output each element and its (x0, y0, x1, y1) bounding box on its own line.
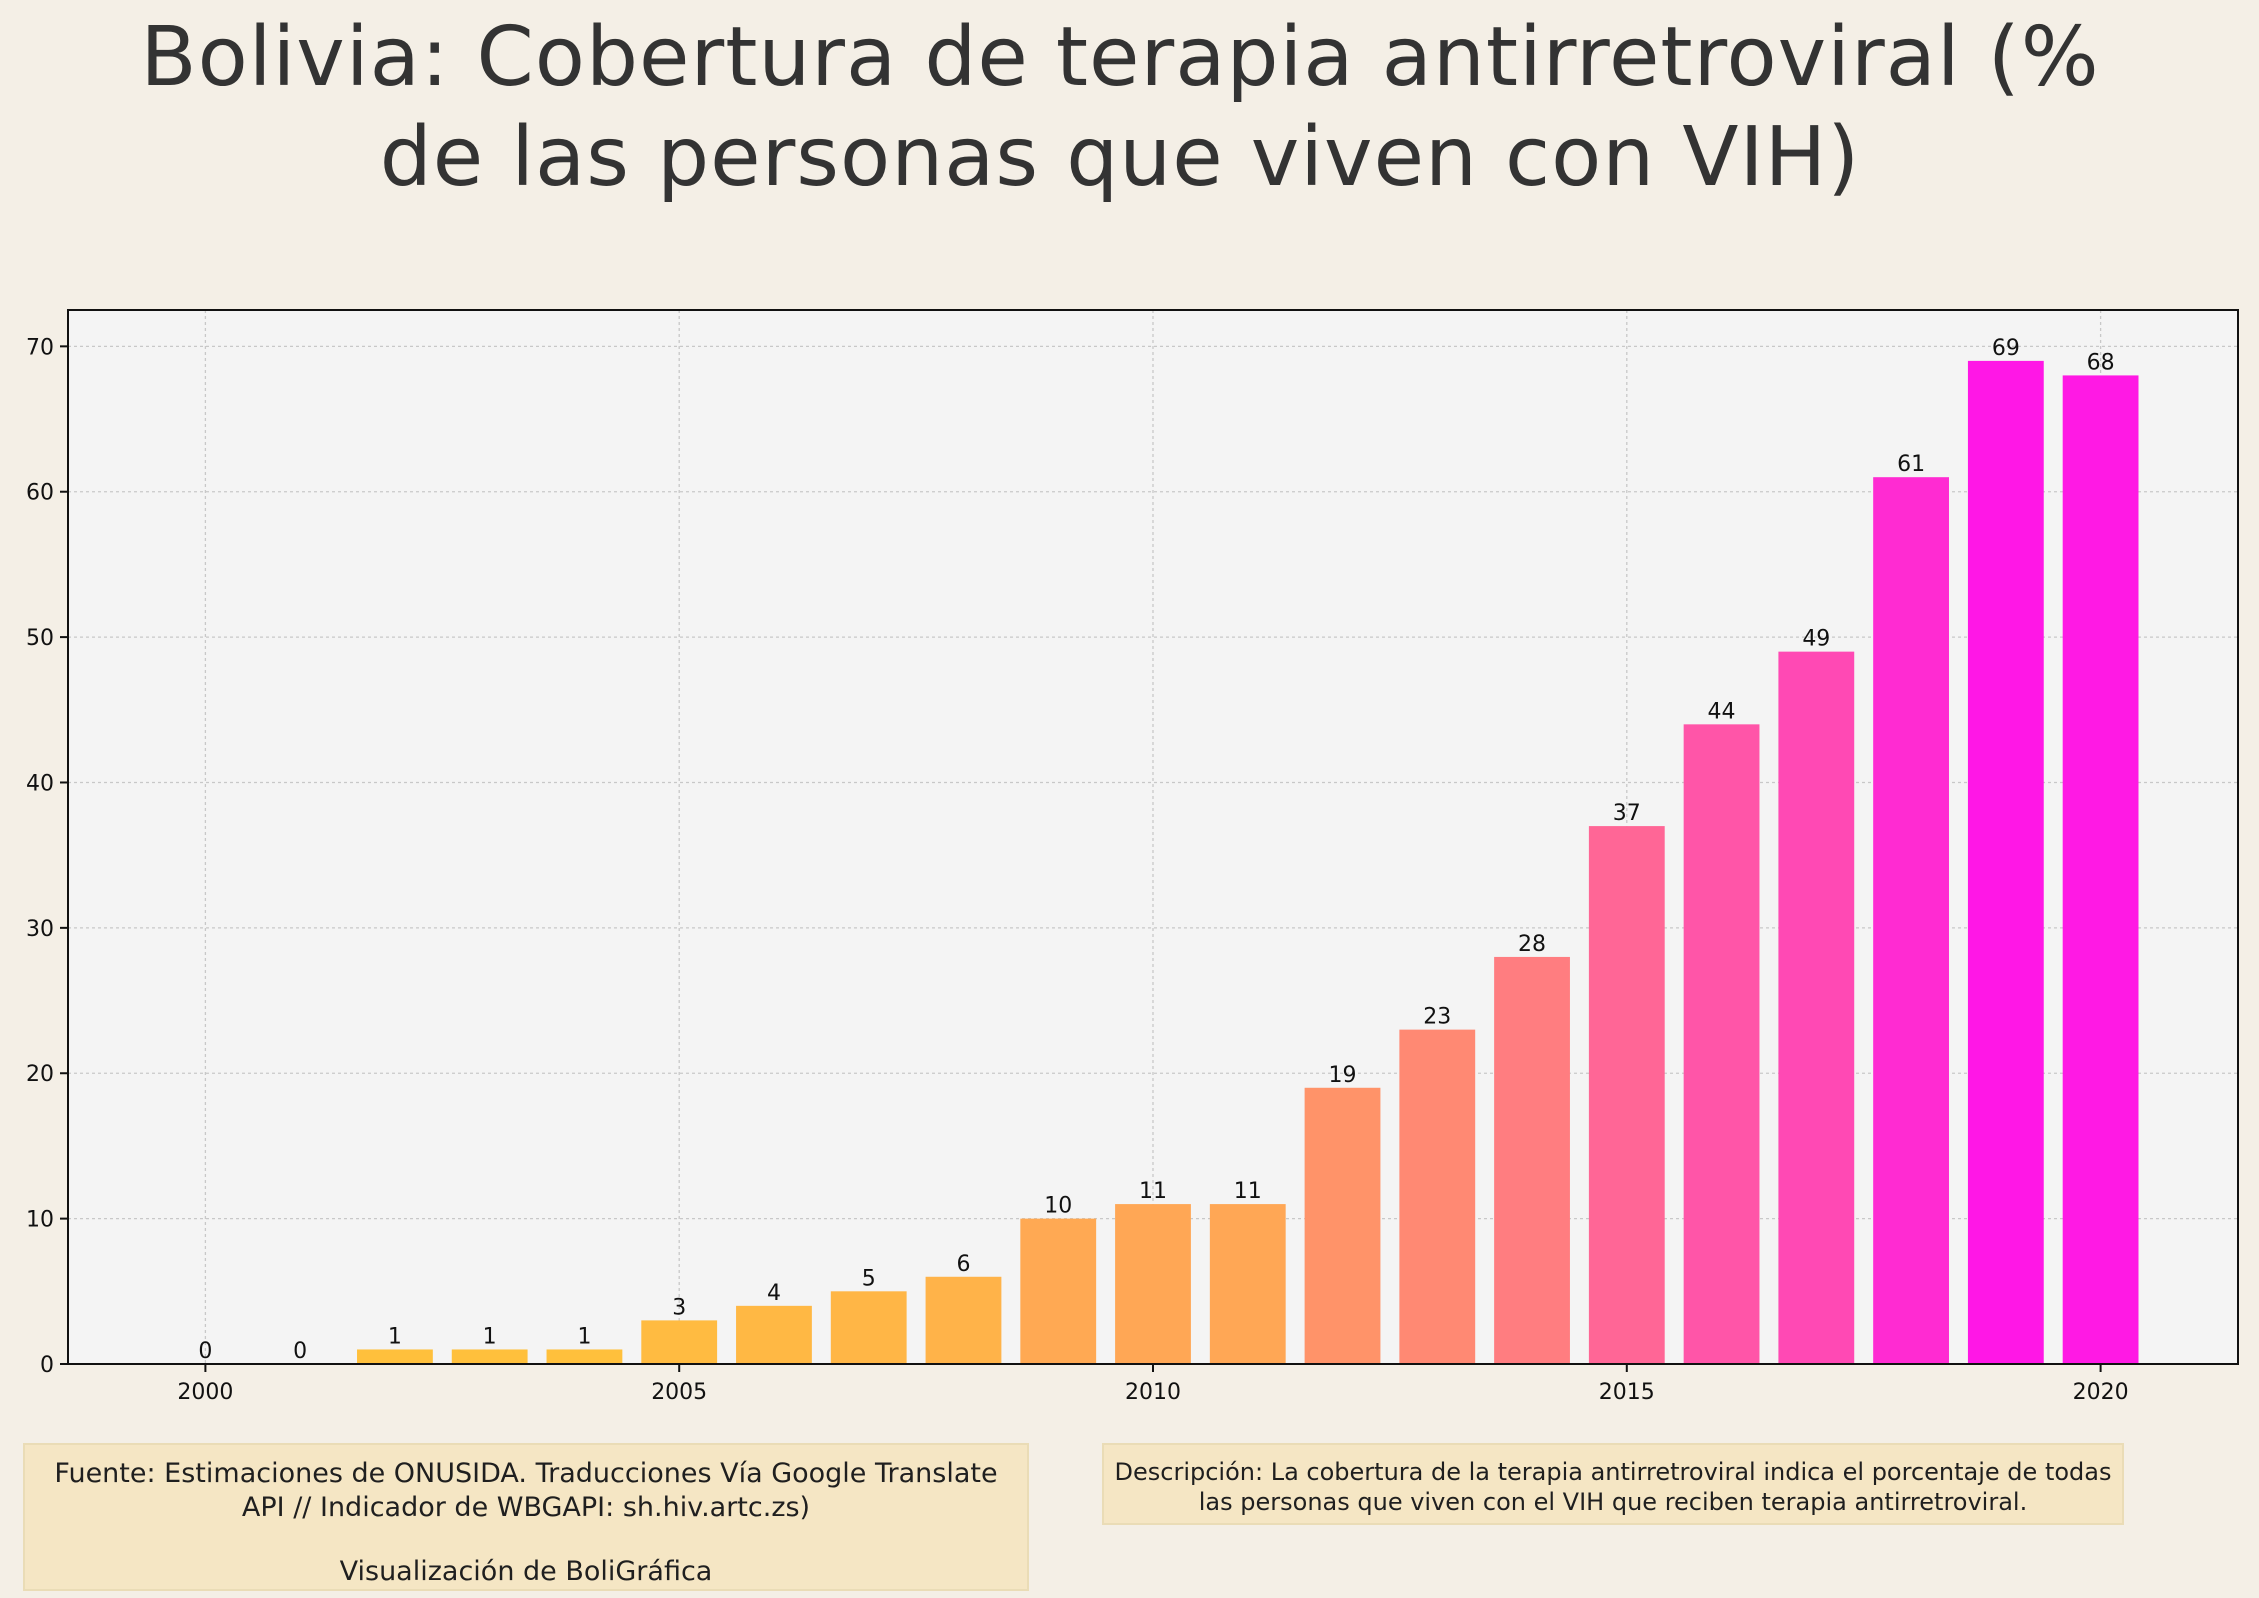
x-tick-label: 2000 (177, 1380, 233, 1405)
source-note: Fuente: Estimaciones de ONUSIDA. Traducc… (23, 1443, 1029, 1591)
bar (451, 1349, 528, 1364)
bar-value-label: 37 (1613, 801, 1641, 826)
x-axis-ticks: 2000 2005 2010 2015 2020 (177, 1364, 2129, 1405)
bar (1020, 1218, 1097, 1364)
bar (1115, 1204, 1191, 1364)
bar (736, 1305, 812, 1364)
bar-value-label: 5 (862, 1266, 876, 1291)
x-tick-label: 2015 (1599, 1380, 1655, 1405)
bar (2062, 375, 2139, 1365)
bar (1873, 477, 1949, 1364)
bar-value-label: 10 (1044, 1194, 1072, 1219)
bar-value-label: 28 (1518, 932, 1546, 957)
bar-value-label: 0 (198, 1339, 212, 1364)
chart-title-line-2: de las personas que viven con VIH) (379, 110, 1861, 205)
y-tick-label: 40 (26, 771, 54, 796)
bar-value-label: 1 (577, 1324, 591, 1349)
source-line-1: Fuente: Estimaciones de ONUSIDA. Traducc… (54, 1458, 998, 1489)
bar (1683, 724, 1760, 1364)
bar (546, 1349, 623, 1364)
y-tick-label: 20 (26, 1062, 54, 1087)
y-tick-label: 60 (26, 481, 54, 506)
bar (925, 1276, 1002, 1364)
description-line-1: Descripción: La cobertura de la terapia … (1114, 1458, 2112, 1486)
source-line-2: API // Indicador de WBGAPI: sh.hiv.artc.… (241, 1492, 811, 1523)
chart-title: Bolivia: Cobertura de terapia antirretro… (100, 8, 2140, 208)
x-tick-label: 2005 (651, 1380, 707, 1405)
chart-title-line-1: Bolivia: Cobertura de terapia antirretro… (140, 10, 2100, 105)
bar (641, 1320, 718, 1364)
y-tick-label: 50 (26, 626, 54, 651)
bar-value-label: 61 (1897, 452, 1925, 477)
bar (1494, 956, 1570, 1364)
bar-value-label: 6 (956, 1252, 970, 1277)
bars (357, 360, 2139, 1365)
y-tick-label: 10 (26, 1208, 54, 1233)
bar-value-label: 44 (1708, 699, 1736, 724)
y-axis-ticks: 0 10 20 30 40 50 60 70 (26, 335, 68, 1378)
bar (830, 1291, 907, 1364)
bar-value-label: 68 (2087, 350, 2115, 375)
description-note: Descripción: La cobertura de la terapia … (1102, 1443, 2124, 1525)
bar-value-label: 1 (483, 1324, 497, 1349)
x-tick-label: 2020 (2073, 1380, 2129, 1405)
x-tick-label: 2010 (1125, 1380, 1181, 1405)
bar (1304, 1087, 1381, 1364)
y-tick-label: 30 (26, 917, 54, 942)
bar (1209, 1204, 1286, 1364)
y-tick-label: 70 (26, 335, 54, 360)
bar-value-label: 3 (672, 1295, 686, 1320)
bar (1967, 360, 2044, 1364)
bar (1399, 1029, 1476, 1364)
bar-value-label: 11 (1234, 1179, 1262, 1204)
description-line-2: las personas que viven con el VIH que re… (1198, 1488, 2028, 1516)
bar-value-label: 23 (1423, 1005, 1451, 1030)
bar-value-label: 0 (293, 1339, 307, 1364)
bar (1588, 826, 1665, 1364)
bar-value-label: 19 (1329, 1063, 1357, 1088)
bar-value-label: 1 (388, 1324, 402, 1349)
y-tick-label: 0 (40, 1353, 54, 1378)
bar-value-label: 69 (1992, 336, 2020, 361)
bar-value-label: 4 (767, 1281, 781, 1306)
bar (357, 1349, 433, 1364)
bar-value-label: 49 (1802, 627, 1830, 652)
credit-text: Visualización de BoliGráfica (339, 1556, 713, 1587)
bar-value-label: 11 (1139, 1179, 1167, 1204)
bar (1778, 651, 1855, 1364)
